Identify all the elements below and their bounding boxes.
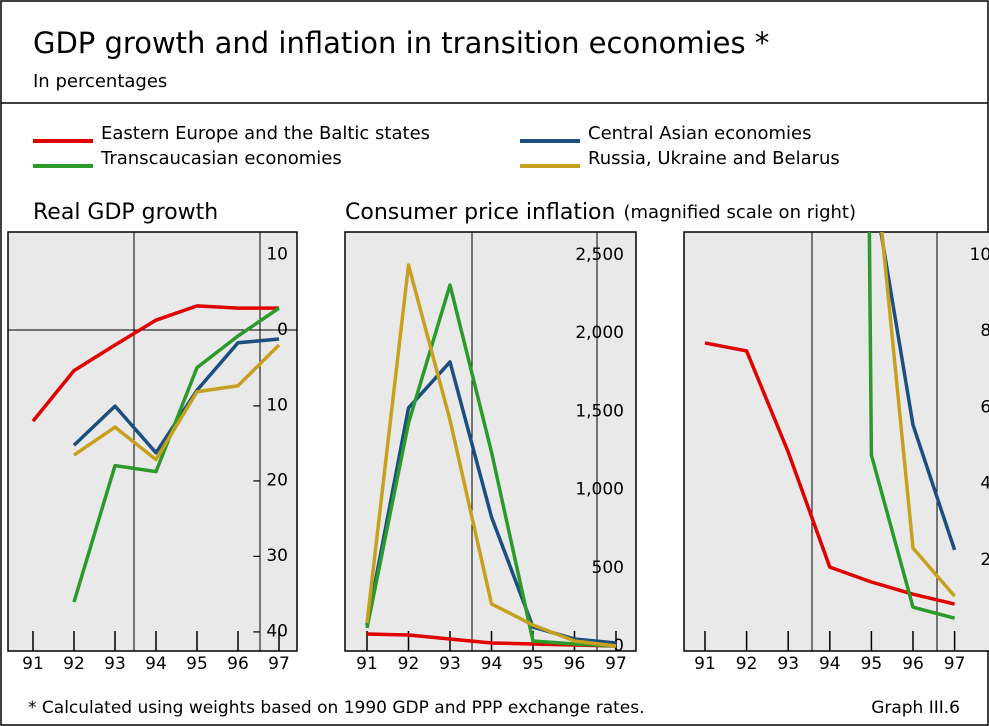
y-tick-label: 2,500 xyxy=(575,245,624,265)
legend-label: Russia, Ukraine and Belarus xyxy=(588,148,840,169)
line-series xyxy=(365,283,617,648)
y-tick-label: 80 xyxy=(980,321,989,341)
panel-title-main: Consumer price inflation xyxy=(345,200,615,225)
panel-title-note: (magnified scale on right) xyxy=(623,202,856,223)
y-tick-label: 0 xyxy=(613,636,624,656)
plot-area xyxy=(704,232,957,620)
x-tick-label: 95 xyxy=(522,654,544,674)
footnote: * Calculated using weights based on 1990… xyxy=(28,698,645,718)
x-tick-label: 93 xyxy=(777,654,799,674)
y-tick-label: 1,000 xyxy=(575,480,624,500)
line-series xyxy=(704,341,956,606)
line-series xyxy=(365,263,617,648)
x-tick-label: 91 xyxy=(22,654,44,674)
x-tick-label: 96 xyxy=(564,654,586,674)
panel xyxy=(7,231,298,652)
line-series xyxy=(867,232,956,620)
y-tick-label: 40 xyxy=(980,474,989,494)
x-tick-label: 94 xyxy=(481,654,503,674)
y-tick-label: – 40 xyxy=(252,621,288,641)
y-tick-label: – 20 xyxy=(252,471,288,491)
line-series xyxy=(880,232,956,598)
legend-label: Transcaucasian economies xyxy=(100,148,342,169)
x-tick-label: 97 xyxy=(605,654,627,674)
legend-label: Eastern Europe and the Baltic states xyxy=(101,123,430,144)
y-tick-label: 60 xyxy=(980,397,989,417)
x-tick-label: 94 xyxy=(145,654,167,674)
page-subtitle: In percentages xyxy=(33,71,167,92)
y-tick-label: 100 xyxy=(970,245,989,265)
x-tick-label: 91 xyxy=(356,654,378,674)
y-tick-label: 500 xyxy=(592,558,624,578)
panel-title: Real GDP growth xyxy=(33,200,218,225)
x-tick-label: 95 xyxy=(861,654,883,674)
line-series xyxy=(879,232,957,551)
x-tick-label: 96 xyxy=(227,654,249,674)
line-series xyxy=(72,306,280,603)
panel xyxy=(683,231,989,652)
page-title: GDP growth and inflation in transition e… xyxy=(33,26,769,60)
panel-title: Consumer price inflation (magnified scale… xyxy=(345,200,856,225)
x-tick-label: 97 xyxy=(944,654,966,674)
y-tick-label: 1,500 xyxy=(575,401,624,421)
plot-area xyxy=(365,263,617,648)
x-tick-label: 91 xyxy=(694,654,716,674)
y-tick-label: 2,000 xyxy=(575,323,624,343)
x-tick-label: 95 xyxy=(186,654,208,674)
y-tick-label: 0 xyxy=(277,320,288,340)
y-tick-label: 10 xyxy=(266,245,288,265)
line-series xyxy=(73,343,281,462)
y-tick-label: – 30 xyxy=(252,546,288,566)
x-tick-label: 93 xyxy=(104,654,126,674)
line-series xyxy=(365,360,617,645)
legend-label: Central Asian economies xyxy=(588,123,812,144)
plot-area xyxy=(31,304,281,603)
graph-label: Graph III.6 xyxy=(871,698,960,718)
x-tick-label: 96 xyxy=(902,654,924,674)
x-tick-label: 93 xyxy=(439,654,461,674)
x-tick-label: 94 xyxy=(819,654,841,674)
x-tick-label: 92 xyxy=(63,654,85,674)
x-tick-label: 92 xyxy=(736,654,758,674)
y-tick-label: – 10 xyxy=(252,395,288,415)
x-tick-label: 92 xyxy=(398,654,420,674)
x-tick-label: 97 xyxy=(268,654,290,674)
line-series xyxy=(31,304,279,423)
y-tick-label: 20 xyxy=(980,550,989,570)
